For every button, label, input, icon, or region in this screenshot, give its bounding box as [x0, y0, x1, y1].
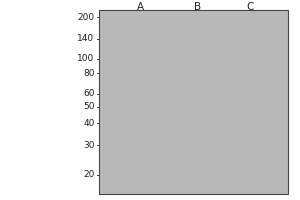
- Text: 200: 200: [77, 13, 94, 22]
- Text: 30: 30: [83, 141, 94, 150]
- Text: 60: 60: [83, 89, 94, 98]
- Text: C: C: [247, 2, 254, 12]
- Text: 20: 20: [83, 170, 94, 179]
- Text: B: B: [194, 2, 201, 12]
- Text: 100: 100: [77, 54, 94, 63]
- FancyBboxPatch shape: [128, 163, 153, 168]
- Text: 50: 50: [83, 102, 94, 111]
- Text: 40: 40: [83, 119, 94, 128]
- FancyBboxPatch shape: [238, 163, 262, 168]
- Text: 140: 140: [77, 34, 94, 43]
- Text: kDa: kDa: [74, 0, 94, 2]
- FancyBboxPatch shape: [185, 163, 210, 168]
- Text: 80: 80: [83, 69, 94, 78]
- Text: A: A: [137, 2, 144, 12]
